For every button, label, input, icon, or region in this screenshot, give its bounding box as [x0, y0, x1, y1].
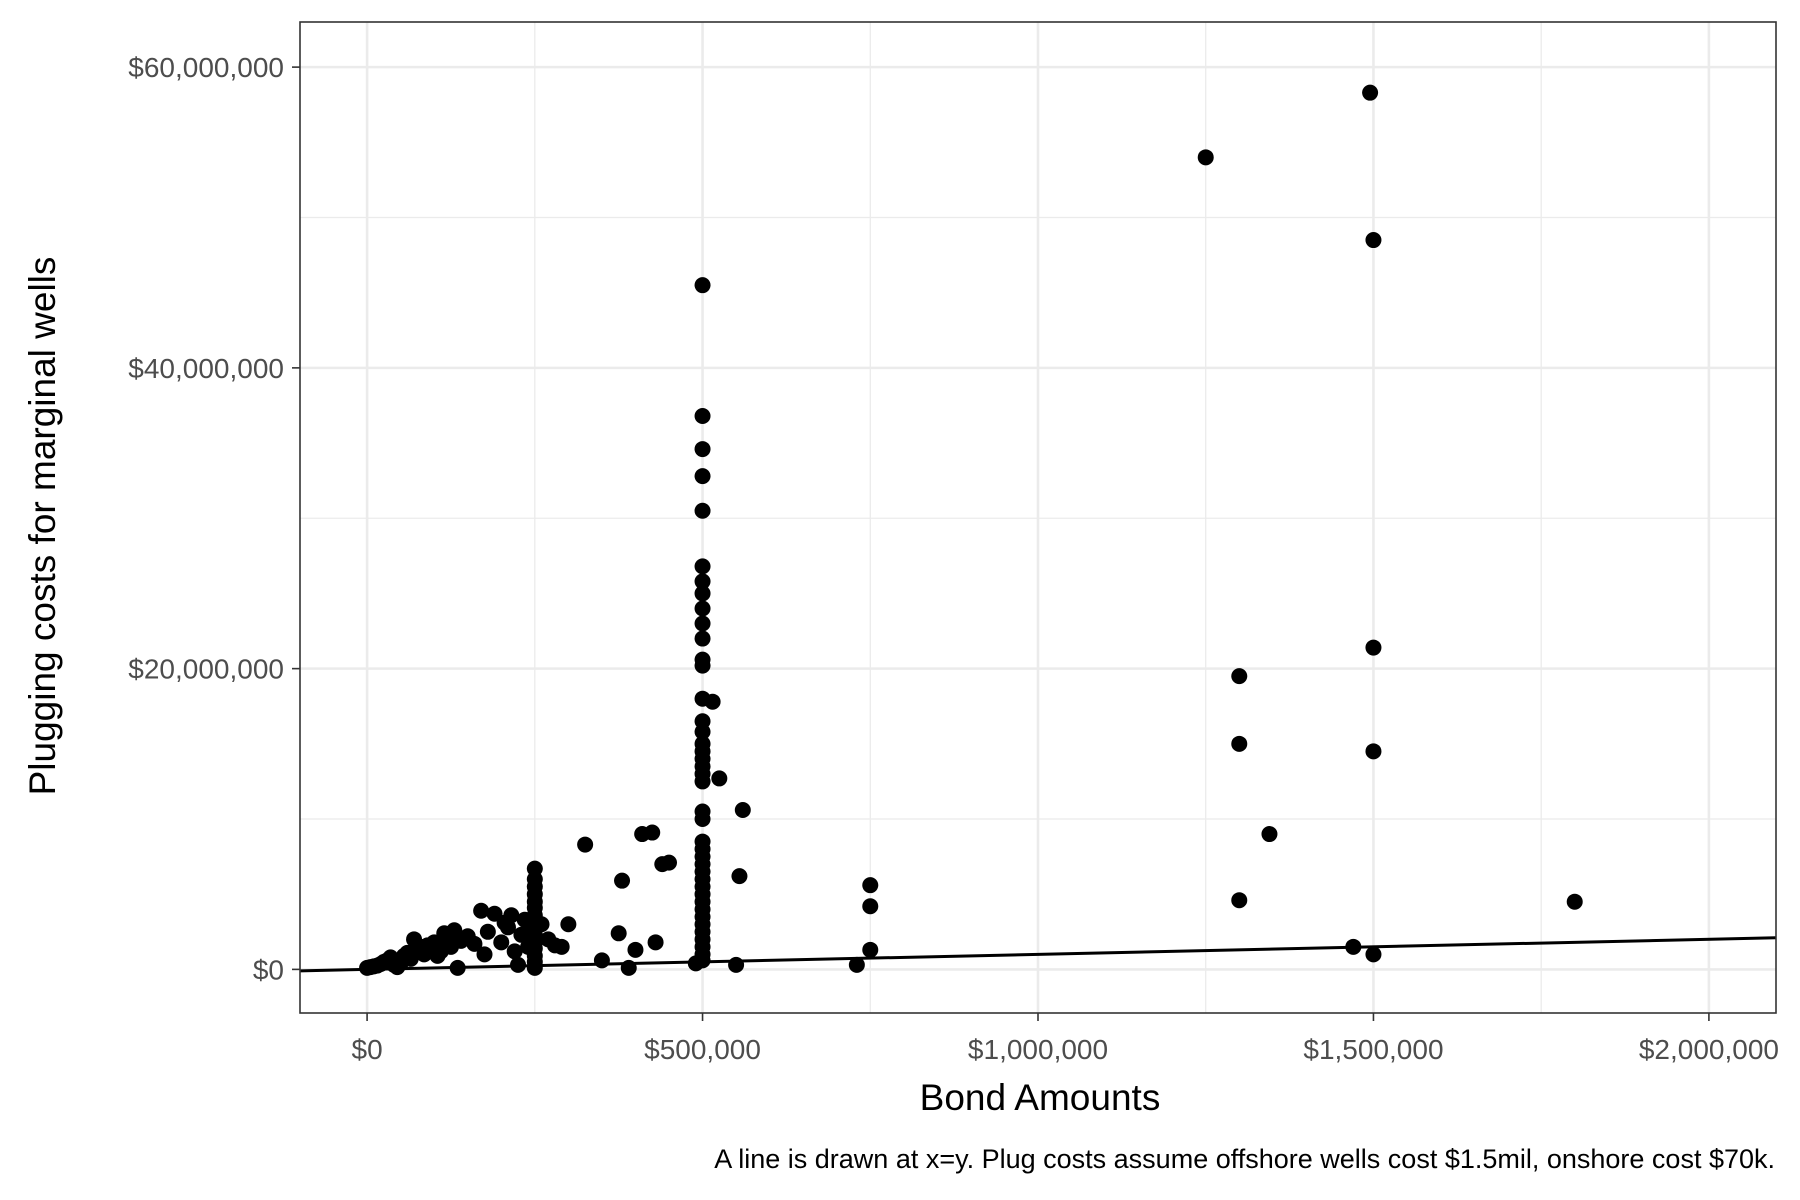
data-point: [479, 923, 496, 940]
chart-caption: A line is drawn at x=y. Plug costs assum…: [714, 1144, 1775, 1174]
data-point: [694, 468, 711, 485]
data-point: [620, 959, 637, 976]
data-point: [694, 441, 711, 458]
data-point: [1261, 826, 1278, 843]
x-tick-label: $1,000,000: [968, 1034, 1108, 1065]
data-point: [694, 573, 711, 590]
data-point: [610, 925, 627, 942]
y-axis-title: Plugging costs for marginal wells: [22, 257, 63, 796]
data-point: [466, 935, 483, 952]
data-point: [499, 919, 516, 936]
x-tick-label: $1,500,000: [1303, 1034, 1443, 1065]
reference-line-layer: [299, 936, 1777, 973]
data-point: [1197, 149, 1214, 166]
data-point: [473, 902, 490, 919]
data-point: [526, 860, 543, 877]
x-tick-label: $2,000,000: [1639, 1034, 1779, 1065]
data-point: [1365, 946, 1382, 963]
data-point: [1362, 84, 1379, 101]
data-point: [728, 956, 745, 973]
data-point: [694, 803, 711, 820]
x-tick-label: $0: [352, 1034, 383, 1065]
data-point: [694, 713, 711, 730]
data-point: [1345, 938, 1362, 955]
y-tick-label: $20,000,000: [128, 654, 284, 685]
data-point: [694, 600, 711, 617]
data-point: [848, 956, 865, 973]
data-point: [694, 630, 711, 647]
data-point: [1231, 668, 1248, 685]
data-point: [503, 907, 520, 924]
data-point: [627, 941, 644, 958]
y-tick-label: $60,000,000: [128, 52, 284, 83]
data-point: [694, 651, 711, 668]
data-point: [661, 854, 677, 871]
data-point: [577, 836, 594, 853]
data-points: [359, 84, 1583, 976]
x-axis-title: Bond Amounts: [920, 1077, 1161, 1118]
data-point: [862, 941, 879, 958]
data-point: [614, 872, 631, 889]
data-point: [560, 916, 577, 933]
data-point: [1365, 639, 1382, 656]
y-tick-label: $0: [253, 954, 284, 985]
data-point: [647, 934, 664, 951]
data-point: [1365, 232, 1382, 249]
data-point: [694, 502, 711, 519]
data-point: [704, 693, 721, 710]
data-point: [493, 934, 510, 951]
data-point: [694, 833, 711, 850]
data-point: [862, 877, 879, 894]
data-point: [506, 943, 523, 960]
data-point: [644, 824, 661, 841]
data-point: [711, 770, 728, 787]
data-point: [734, 801, 751, 818]
y-axis-ticks: $0 $20,000,000 $40,000,000 $60,000,000: [128, 52, 300, 985]
data-point: [694, 407, 711, 424]
data-point: [553, 938, 570, 955]
grid-major-lines: [300, 22, 1776, 1013]
x-axis-ticks: $0 $500,000 $1,000,000 $1,500,000 $2,000,000: [352, 1013, 1779, 1065]
x-tick-label: $500,000: [644, 1034, 761, 1065]
data-point: [1566, 893, 1583, 910]
data-point: [694, 735, 711, 752]
data-point: [1365, 743, 1382, 760]
data-point: [593, 952, 610, 969]
reference-line-x-equals-y: [299, 936, 1777, 973]
data-point: [694, 585, 711, 602]
data-point: [510, 956, 527, 973]
data-point: [694, 615, 711, 632]
data-point: [449, 959, 466, 976]
data-point: [1231, 735, 1248, 752]
data-point: [1231, 892, 1248, 909]
data-point: [731, 868, 748, 885]
data-point: [476, 946, 493, 963]
data-point: [533, 916, 550, 933]
data-point: [694, 277, 711, 294]
y-tick-label: $40,000,000: [128, 353, 284, 384]
data-point: [862, 898, 879, 915]
data-point: [694, 558, 711, 575]
